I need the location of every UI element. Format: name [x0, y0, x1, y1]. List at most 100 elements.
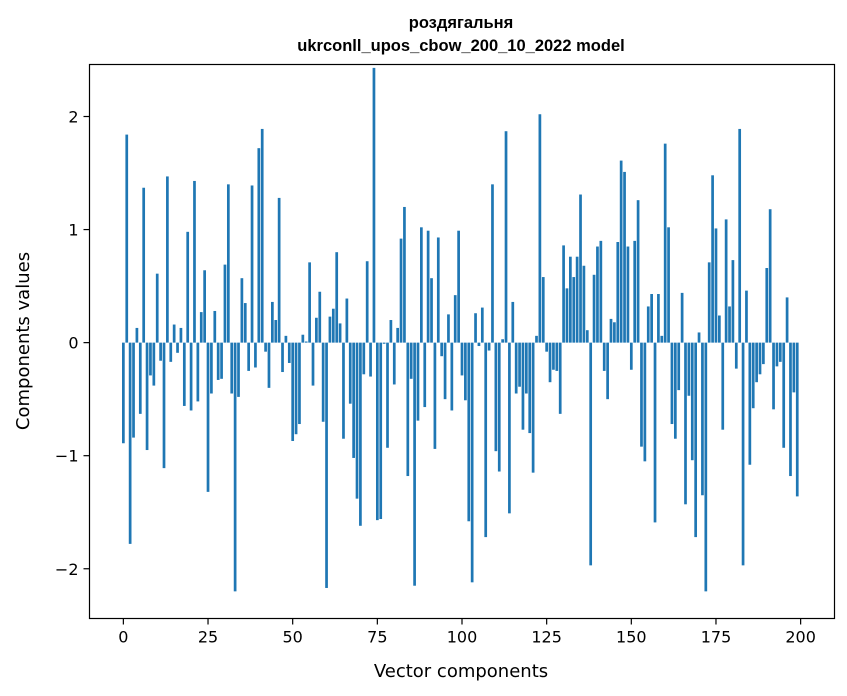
bar — [565, 288, 569, 343]
bar — [619, 160, 623, 343]
bar — [125, 134, 129, 343]
y-tick-label: 2 — [68, 108, 78, 127]
bar — [281, 342, 284, 373]
x-tick-label: 200 — [785, 628, 816, 647]
bar — [724, 219, 728, 343]
bar — [792, 342, 796, 393]
y-axis-label: Components values — [13, 252, 34, 430]
x-axis-ticks: 0 25 50 75 100 125 150 175 200 — [118, 618, 816, 647]
bar — [237, 342, 240, 397]
bar — [474, 313, 477, 343]
bar — [731, 260, 735, 343]
x-tick-label: 150 — [616, 628, 647, 647]
bar — [582, 265, 586, 343]
bar — [616, 242, 620, 343]
bar — [758, 342, 762, 375]
bar — [751, 342, 755, 409]
bar — [355, 342, 359, 499]
bar — [548, 342, 552, 383]
bar — [135, 327, 139, 343]
bar — [765, 268, 769, 343]
bar — [318, 291, 322, 343]
bar — [447, 314, 450, 343]
bar — [684, 342, 687, 505]
bar — [149, 342, 152, 376]
bar — [379, 342, 383, 520]
bar — [145, 342, 149, 451]
bar — [426, 230, 430, 343]
bar — [778, 342, 782, 362]
bar — [352, 342, 355, 458]
bar — [480, 307, 484, 343]
x-tick-label: 25 — [198, 628, 218, 647]
bar — [369, 342, 372, 377]
bar — [650, 294, 653, 343]
bar — [226, 184, 230, 343]
bar — [271, 301, 274, 343]
bar — [152, 342, 156, 386]
chart-title-line2: ukrconll_upos_cbow_200_10_2022 model — [297, 37, 624, 55]
bar — [247, 342, 251, 371]
bar — [660, 335, 664, 343]
bar — [504, 131, 508, 343]
bar — [501, 339, 504, 343]
bar — [138, 342, 142, 414]
bar — [325, 342, 328, 588]
bar — [440, 342, 444, 357]
bar — [497, 342, 501, 472]
bar — [477, 342, 481, 347]
bar — [338, 323, 342, 343]
bar — [701, 342, 704, 496]
bar — [718, 315, 721, 343]
bar — [768, 209, 772, 343]
bar — [524, 342, 528, 394]
bar — [348, 342, 352, 404]
bar — [335, 252, 339, 343]
bar — [392, 342, 396, 385]
bar — [782, 342, 786, 448]
bar — [372, 67, 376, 343]
bar — [521, 342, 525, 430]
bar — [785, 297, 789, 343]
bar — [277, 197, 281, 343]
bar — [653, 342, 657, 523]
bar — [196, 342, 200, 402]
bar — [508, 342, 511, 514]
bar — [494, 342, 498, 452]
bar — [189, 342, 193, 411]
bar — [789, 342, 792, 477]
bar — [382, 342, 386, 344]
bar — [657, 294, 660, 343]
bar — [721, 342, 725, 430]
bar — [257, 148, 261, 343]
bar — [128, 342, 132, 544]
bar — [518, 342, 521, 387]
bar — [728, 306, 731, 343]
bar — [243, 303, 247, 343]
bar — [795, 342, 799, 497]
bar — [199, 312, 203, 343]
bar — [646, 306, 650, 343]
bar — [599, 240, 603, 343]
bar — [667, 227, 670, 343]
bar — [745, 290, 748, 343]
y-tick-label: −2 — [55, 560, 79, 579]
bar — [741, 342, 745, 566]
bar — [301, 334, 305, 343]
bar — [213, 310, 217, 343]
bar — [315, 317, 318, 343]
bar — [162, 342, 166, 469]
bar — [159, 342, 162, 361]
y-tick-label: 1 — [68, 221, 78, 240]
bar — [396, 327, 400, 343]
bar — [545, 342, 549, 352]
bar — [399, 238, 403, 343]
bar — [762, 342, 765, 365]
y-tick-label: −1 — [55, 447, 79, 466]
x-tick-label: 125 — [531, 628, 562, 647]
bar — [443, 342, 447, 400]
bar — [345, 298, 349, 343]
bar — [528, 342, 532, 434]
bar — [575, 256, 579, 343]
